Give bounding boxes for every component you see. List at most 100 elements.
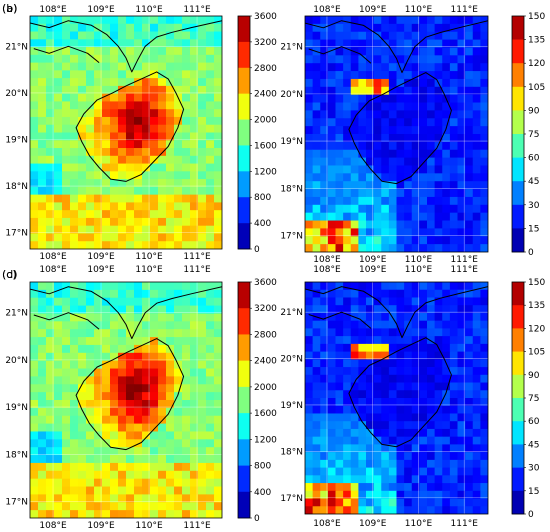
lon-tick-bottom: 111°E bbox=[183, 521, 211, 531]
lon-tick-top: 111°E bbox=[451, 265, 479, 275]
hainan-coastline bbox=[75, 71, 185, 182]
colorbar-tick: 0 bbox=[528, 248, 534, 258]
lon-tick-bottom: 111°E bbox=[183, 252, 211, 262]
colorbar-tick: 135 bbox=[528, 301, 545, 311]
colorbar-tick: 1200 bbox=[254, 435, 277, 445]
lon-tick-bottom: 111°E bbox=[451, 519, 479, 529]
colorbar-tick: 120 bbox=[528, 324, 545, 334]
lat-tick: 17°N bbox=[5, 229, 28, 239]
colorbar-tick: 0 bbox=[528, 510, 534, 520]
colorbar-tick: 105 bbox=[528, 83, 545, 93]
colorbar-tick: 2000 bbox=[254, 383, 277, 393]
lat-tick: 19°N bbox=[280, 137, 303, 147]
lon-tick-top: 111°E bbox=[183, 265, 211, 275]
mainland-coastline bbox=[305, 286, 488, 339]
lon-tick-bottom: 110°E bbox=[135, 252, 163, 262]
hainan-coastline bbox=[75, 338, 185, 451]
colorbar-tick: 45 bbox=[528, 440, 539, 450]
colorbar-tick: 90 bbox=[528, 106, 540, 116]
lat-tick: 17°N bbox=[280, 494, 303, 504]
lon-tick-top: 108°E bbox=[313, 265, 341, 275]
colorbar-tick: 3200 bbox=[254, 38, 277, 48]
colorbar-tick: 0 bbox=[254, 514, 260, 524]
colorbar-tick: 2800 bbox=[254, 330, 277, 340]
colorbar-tick: 3200 bbox=[254, 304, 277, 314]
lat-tick: 18°N bbox=[5, 450, 28, 460]
lon-tick-bottom: 109°E bbox=[359, 255, 387, 265]
panel-label: (a) bbox=[2, 2, 17, 15]
lon-tick-top: 108°E bbox=[39, 5, 67, 15]
data-field bbox=[305, 282, 488, 514]
colorbar-tick: 0 bbox=[254, 245, 260, 255]
lon-tick-top: 110°E bbox=[405, 5, 433, 15]
lon-tick-bottom: 110°E bbox=[135, 521, 163, 531]
lon-tick-bottom: 108°E bbox=[313, 255, 341, 265]
colorbar-tick: 150 bbox=[528, 278, 545, 288]
gulf-coastline bbox=[33, 45, 100, 63]
colorbar: 3600 3200 2800 2400 2000 1600 1200 800 400 0 bbox=[237, 12, 277, 255]
mainland-coastline bbox=[30, 20, 222, 73]
lon-tick-top: 109°E bbox=[87, 265, 115, 275]
hainan-coastline bbox=[348, 337, 452, 448]
lat-tick: 20°N bbox=[280, 355, 303, 365]
colorbar-tick: 45 bbox=[528, 177, 539, 187]
lon-tick-bottom: 110°E bbox=[405, 255, 433, 265]
map-panel-d: (d) 108°E 108°E 109°E 109°E 110°E 110°E 111°E 11… bbox=[2, 265, 545, 529]
lon-tick-bottom: 108°E bbox=[39, 521, 67, 531]
lat-tick: 21°N bbox=[280, 308, 303, 318]
lat-tick: 19°N bbox=[5, 403, 28, 413]
lon-tick-top: 108°E bbox=[313, 5, 341, 15]
colorbar: 3600 3200 2800 2400 2000 1600 1200 800 400 0 bbox=[237, 278, 277, 524]
colorbar-tick: 75 bbox=[528, 394, 539, 404]
lon-tick-bottom: 109°E bbox=[87, 252, 115, 262]
lat-tick: 18°N bbox=[280, 447, 303, 457]
map-panel-c: (c) 108°E 108°E 109°E 109°E 110°E 110°E 111°E 11… bbox=[2, 265, 277, 531]
colorbar-tick: 2400 bbox=[254, 90, 277, 100]
colorbar-tick: 150 bbox=[528, 12, 545, 22]
lat-tick: 21°N bbox=[280, 43, 303, 53]
colorbar-tick: 2000 bbox=[254, 116, 277, 126]
lon-tick-top: 111°E bbox=[183, 5, 211, 15]
colorbar-tick: 30 bbox=[528, 464, 540, 474]
colorbar-tick: 60 bbox=[528, 154, 540, 164]
colorbar-tick: 75 bbox=[528, 130, 539, 140]
lon-tick-top: 110°E bbox=[135, 5, 163, 15]
lat-tick: 21°N bbox=[5, 42, 28, 52]
lat-tick: 18°N bbox=[5, 182, 28, 192]
lat-tick: 21°N bbox=[5, 309, 28, 319]
map-panel-b: (b) 108°E 108°E 109°E 109°E 110°E 110°E 111°E 11… bbox=[2, 2, 545, 265]
lon-tick-bottom: 109°E bbox=[359, 519, 387, 529]
lat-tick: 17°N bbox=[280, 231, 303, 241]
lon-tick-top: 110°E bbox=[405, 265, 433, 275]
colorbar-tick: 1600 bbox=[254, 409, 277, 419]
gulf-coastline bbox=[33, 312, 100, 330]
lon-tick-bottom: 111°E bbox=[451, 255, 479, 265]
lon-tick-top: 108°E bbox=[39, 265, 67, 275]
colorbar-tick: 800 bbox=[254, 462, 271, 472]
lon-tick-bottom: 108°E bbox=[313, 519, 341, 529]
colorbar-tick: 30 bbox=[528, 201, 540, 211]
panel-label: (c) bbox=[2, 268, 17, 281]
lon-tick-top: 109°E bbox=[87, 5, 115, 15]
lon-tick-top: 109°E bbox=[359, 5, 387, 15]
colorbar-tick: 3600 bbox=[254, 12, 277, 22]
gulf-coastline bbox=[308, 46, 372, 64]
colorbar-tick: 3600 bbox=[254, 278, 277, 288]
colorbar-tick: 1600 bbox=[254, 141, 277, 151]
lat-tick: 20°N bbox=[5, 89, 28, 99]
colorbar-tick: 135 bbox=[528, 36, 545, 46]
lat-tick: 19°N bbox=[280, 401, 303, 411]
panel-label: (d) bbox=[2, 268, 18, 281]
colorbar-tick: 1200 bbox=[254, 167, 277, 177]
lat-tick: 20°N bbox=[5, 356, 28, 366]
lon-tick-top: 111°E bbox=[451, 5, 479, 15]
lat-tick: 19°N bbox=[5, 135, 28, 145]
colorbar-tick: 60 bbox=[528, 417, 540, 427]
colorbar-tick: 400 bbox=[254, 488, 271, 498]
colorbar-tick: 2800 bbox=[254, 64, 277, 74]
colorbar-tick: 400 bbox=[254, 219, 271, 229]
hainan-coastline bbox=[348, 72, 452, 185]
data-field bbox=[30, 282, 222, 518]
